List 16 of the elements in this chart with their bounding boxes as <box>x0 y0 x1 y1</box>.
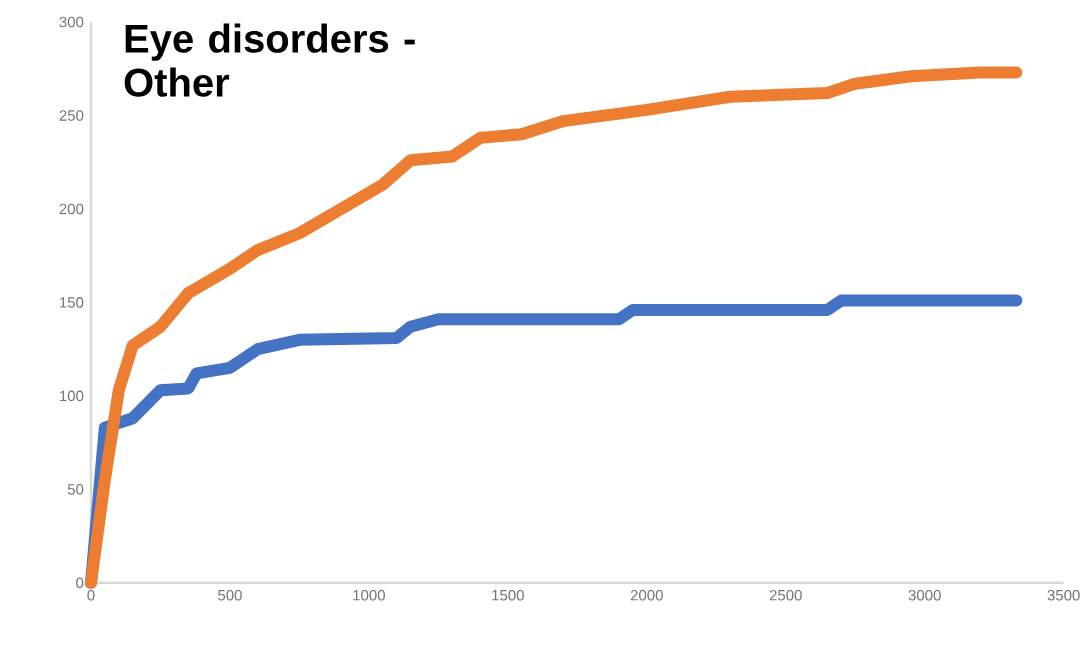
y-tick-label: 250 <box>59 110 84 121</box>
y-tick-label: 0 <box>76 577 84 589</box>
y-tick-label: 300 <box>59 16 84 28</box>
y-tick-label: 100 <box>60 390 84 402</box>
y-tick-label: 50 <box>67 484 84 495</box>
x-tick-label: 3500 <box>1047 589 1080 601</box>
y-tick-label: 200 <box>59 203 84 215</box>
x-tick-label: 500 <box>218 589 242 601</box>
x-tick-label: 1500 <box>492 589 524 601</box>
x-tick-label: 1000 <box>353 589 385 601</box>
chart-title: Eye disorders - Other <box>124 23 415 97</box>
x-tick-label: 2000 <box>630 589 663 601</box>
x-tick-label: 3000 <box>908 589 941 601</box>
x-tick-label: 2500 <box>769 589 802 601</box>
y-tick-label: 150 <box>60 297 84 308</box>
x-tick-label: 0 <box>87 589 95 601</box>
